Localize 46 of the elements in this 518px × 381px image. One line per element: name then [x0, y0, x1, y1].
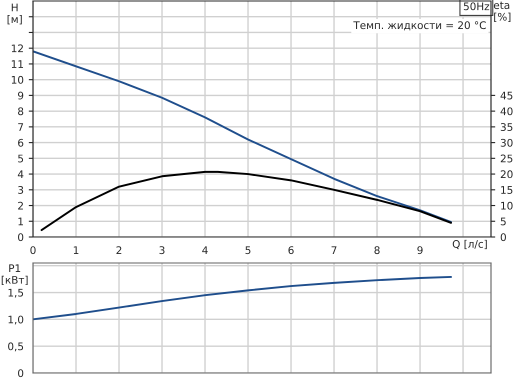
annotation: Темп. жидкости = 20 °C: [353, 21, 486, 30]
y-tick-label: 10: [12, 76, 24, 84]
x-tick-label: 1: [74, 246, 78, 254]
x-tick-label: 8: [374, 246, 380, 254]
x-tick-label: 2: [116, 246, 122, 254]
y-tick-label: 12: [12, 44, 23, 52]
y-tick-label: 1: [18, 218, 24, 226]
y2-tick-label: 10: [501, 202, 513, 210]
line-series: [33, 50, 452, 224]
x-tick-label: 7: [332, 246, 336, 254]
x-tick-label: 4: [202, 246, 208, 254]
y2-tick-label: 45: [500, 92, 512, 100]
y-tick-label: 3: [18, 186, 24, 194]
y2-tick-label: 0: [500, 233, 506, 242]
y2-tick-label: 40: [500, 107, 513, 116]
y2-tick-label: 35: [500, 123, 512, 131]
y-axis-title: H [м]: [8, 4, 22, 24]
x-tick-label: 0: [30, 246, 36, 254]
y-axis-title: P1 [кВт]: [2, 264, 28, 286]
y-tick-label: 4: [18, 170, 24, 178]
y-tick-label: 6: [18, 138, 24, 147]
x-tick-label: 5: [246, 246, 250, 254]
line-series: [33, 276, 452, 320]
y-tick-label: 1,5: [8, 288, 24, 298]
y2-tick-label: 25: [500, 154, 512, 162]
y-tick-label: 0: [18, 233, 24, 242]
y2-tick-label: 5: [500, 218, 506, 226]
annotation: 50Hz: [464, 2, 490, 10]
y-tick-label: 8: [18, 107, 24, 116]
y-tick-label: 9: [18, 92, 24, 100]
y-tick-label: 0,5: [8, 342, 24, 352]
y-tick-label: 2: [18, 202, 23, 210]
x-tick-label: 6: [288, 246, 294, 254]
y2-axis-title: eta [%]: [494, 2, 510, 22]
x-tick-label: 9: [417, 246, 423, 254]
y2-tick-label: 20: [500, 170, 513, 178]
y-tick-label: 11: [12, 60, 24, 68]
y2-tick-label: 30: [500, 138, 513, 147]
y-tick-label: 1,0: [8, 316, 24, 325]
y-tick-label: 7: [18, 123, 24, 131]
x-axis-title: Q [л/с]: [452, 240, 487, 250]
x-tick-label: 3: [159, 246, 164, 254]
y-tick-label: 5: [18, 154, 24, 162]
line-series: [40, 170, 452, 232]
y2-tick-label: 15: [501, 186, 512, 194]
y-tick-label: 0: [18, 369, 24, 378]
